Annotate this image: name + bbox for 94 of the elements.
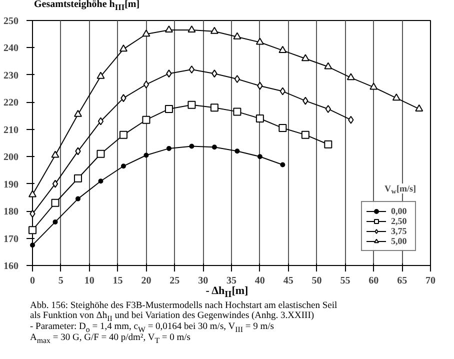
x-tick-label: 45 <box>283 276 294 286</box>
point <box>346 73 355 80</box>
point <box>98 117 104 126</box>
point <box>233 32 242 40</box>
point <box>52 219 58 224</box>
x-tick-label: 50 <box>312 276 322 286</box>
y-tick-label: 200 <box>4 152 18 164</box>
point <box>188 100 196 109</box>
text: als Funktion von Δh$_{II}$ und bei Variation des Gegenwindes (Anhg. 3.XXIII) <box>30 310 314 323</box>
x-tick-label: 40 <box>254 276 265 286</box>
x-tick-label: 0 <box>30 276 35 286</box>
point <box>98 178 104 184</box>
point <box>256 38 264 45</box>
point <box>234 148 240 154</box>
y-tick-label: 250 <box>4 16 18 27</box>
point <box>120 164 126 169</box>
caption: Abb. 156: Steighöhe des F3B-Mustermodells nach Hochstart am elastischen Seil <box>30 301 338 311</box>
point <box>96 150 105 158</box>
point <box>30 242 35 248</box>
point <box>28 190 36 198</box>
y-tick-label: 190 <box>4 179 18 190</box>
point <box>280 162 286 168</box>
point <box>75 196 80 202</box>
point <box>415 104 424 112</box>
legend-label: 2,50 <box>391 216 408 226</box>
point <box>278 124 287 132</box>
text: A$_{max}$ = 30 G, G/F = 40 p/dm², V$_{T}$ = 0 m/s <box>30 333 190 346</box>
point <box>188 25 196 33</box>
point <box>164 104 173 113</box>
x-tick-label: 25 <box>170 276 180 286</box>
y-tick-label: 170 <box>4 234 18 245</box>
point <box>212 70 218 78</box>
x-tick-label: 15 <box>112 276 123 286</box>
x-tick-label: 20 <box>141 276 152 286</box>
point <box>278 46 287 53</box>
point <box>324 140 332 148</box>
point <box>120 94 126 102</box>
y-axis-title: Gesamtsteighöhe h$_{III}$[m] <box>34 0 140 13</box>
point <box>188 66 195 74</box>
point <box>142 30 150 37</box>
x-tick-label: 10 <box>84 276 94 286</box>
y-tick-label: 220 <box>4 98 18 109</box>
point <box>301 54 310 62</box>
y-tick-label: 210 <box>4 124 18 136</box>
point <box>189 144 194 149</box>
point <box>392 94 400 101</box>
x-tick-label: 5 <box>58 276 64 286</box>
point <box>233 108 242 116</box>
y-tick-label: 180 <box>4 206 18 218</box>
x-tick-label: 60 <box>368 276 379 286</box>
x-tick-label: 30 <box>198 276 208 286</box>
point <box>28 226 36 234</box>
point <box>30 210 36 218</box>
x-tick-label: 55 <box>340 276 350 286</box>
point <box>256 114 264 122</box>
point <box>257 154 262 160</box>
point <box>51 150 60 158</box>
point <box>51 198 60 207</box>
point <box>212 144 217 150</box>
point <box>257 82 263 90</box>
point <box>119 44 128 52</box>
y-tick-label: 240 <box>4 43 18 54</box>
x-axis-title: - Δh$_{II}$[m] <box>206 285 248 300</box>
point <box>119 130 128 139</box>
point <box>370 82 378 90</box>
point <box>142 116 150 124</box>
point <box>210 26 218 34</box>
text: - Parameter: D$_{o}$ = 1,4 mm, c$_{W}$ = 0,0164 bei 30 m/s, V$_{III}$ = 9 m/s <box>30 322 274 334</box>
point <box>74 110 82 117</box>
point <box>234 75 240 84</box>
point <box>96 72 105 79</box>
point <box>52 180 58 188</box>
point <box>325 104 331 113</box>
point <box>280 87 286 96</box>
point <box>164 25 173 33</box>
point <box>166 70 172 78</box>
point <box>324 62 332 70</box>
x-tick-label: 70 <box>426 276 436 286</box>
x-tick-label: 65 <box>397 276 408 286</box>
point <box>210 104 218 112</box>
point <box>74 174 82 182</box>
y-tick-label: 160 <box>4 261 18 272</box>
point <box>302 96 308 105</box>
point <box>348 116 354 124</box>
point <box>144 152 149 158</box>
y-tick-label: 230 <box>4 70 18 82</box>
legend-label: 0,00 <box>391 206 408 216</box>
legend-label: 3,75 <box>391 226 408 236</box>
point <box>143 80 150 88</box>
point <box>75 147 81 156</box>
x-tick-label: 35 <box>226 276 236 286</box>
legend-label: 5,00 <box>391 236 408 246</box>
point <box>301 130 310 139</box>
point <box>166 146 172 151</box>
